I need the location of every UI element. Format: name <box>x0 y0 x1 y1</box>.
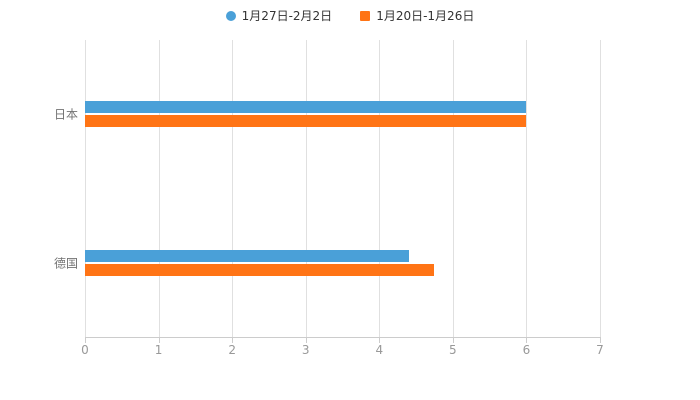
bar-series-2 <box>85 115 527 128</box>
axis-tick <box>452 337 454 343</box>
x-tick-label: 4 <box>375 343 384 357</box>
axis-tick <box>305 337 307 343</box>
gridline <box>379 40 381 337</box>
axis-tick <box>232 337 234 343</box>
x-tick-label: 0 <box>81 343 89 357</box>
bar-series-1 <box>85 101 527 114</box>
legend-item[interactable]: 1月27日-2月2日 <box>225 7 333 24</box>
plot-area: 0 1 2 3 4 5 6 7 <box>81 40 604 357</box>
category-labels: 日本 德国 <box>0 40 78 337</box>
legend-label: 1月27日-2月2日 <box>241 9 333 23</box>
bar-series-1 <box>85 249 409 262</box>
gridline <box>526 40 528 337</box>
gridline <box>232 40 234 337</box>
gridline <box>600 40 601 337</box>
x-tick-label: 2 <box>228 343 236 357</box>
gridline <box>158 40 160 337</box>
x-tick-label: 1 <box>154 343 163 357</box>
gridline <box>85 40 86 337</box>
x-tick-label: 3 <box>301 343 310 357</box>
x-tick-label: 7 <box>596 343 604 357</box>
gridline <box>305 40 307 337</box>
axis-tick <box>600 337 601 343</box>
legend-marker-icon <box>225 10 236 21</box>
axis-tick <box>85 337 86 343</box>
gridline <box>452 40 454 337</box>
bar-series-2 <box>85 263 435 276</box>
axis-tick <box>379 337 381 343</box>
legend-label: 1月20日-1月26日 <box>376 9 475 23</box>
x-tick-label: 5 <box>449 343 457 357</box>
category-label: 德国 <box>53 256 78 271</box>
chart-legend: 1月27日-2月2日 1月20日-1月26日 <box>0 7 700 24</box>
legend-item[interactable]: 1月20日-1月26日 <box>360 7 474 24</box>
x-tick-label: 6 <box>522 343 531 357</box>
category-label: 日本 <box>53 107 78 122</box>
legend-marker-icon <box>360 10 371 21</box>
axis-tick <box>158 337 160 343</box>
axis-tick <box>526 337 528 343</box>
